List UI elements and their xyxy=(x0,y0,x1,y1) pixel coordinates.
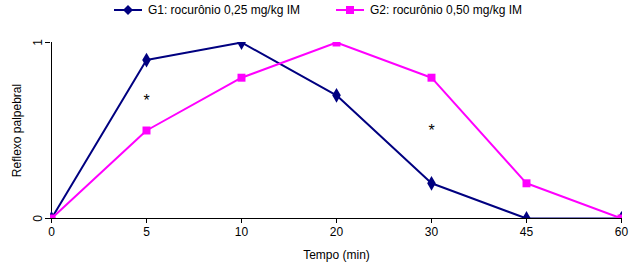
svg-text:30: 30 xyxy=(425,225,439,239)
svg-text:1: 1 xyxy=(31,39,45,46)
svg-text:*: * xyxy=(428,122,434,139)
svg-text:10: 10 xyxy=(235,225,249,239)
svg-text:0: 0 xyxy=(31,215,45,222)
svg-text:*: * xyxy=(143,92,149,109)
svg-text:45: 45 xyxy=(520,225,534,239)
html-text:G1: rocurônio 0,25 mg/kg IM: G1: rocurônio 0,25 mg/kg IM xyxy=(147,3,300,17)
html-text:G2: rocurônio 0,50 mg/kg IM: G2: rocurônio 0,50 mg/kg IM xyxy=(370,3,523,17)
svg-text:0: 0 xyxy=(48,225,55,239)
svg-text:5: 5 xyxy=(143,225,150,239)
svg-text:Tempo (min): Tempo (min) xyxy=(303,248,370,262)
svg-text:60: 60 xyxy=(615,225,629,239)
svg-text:20: 20 xyxy=(330,225,344,239)
svg-text:Reflexo palpebral: Reflexo palpebral xyxy=(10,84,24,177)
